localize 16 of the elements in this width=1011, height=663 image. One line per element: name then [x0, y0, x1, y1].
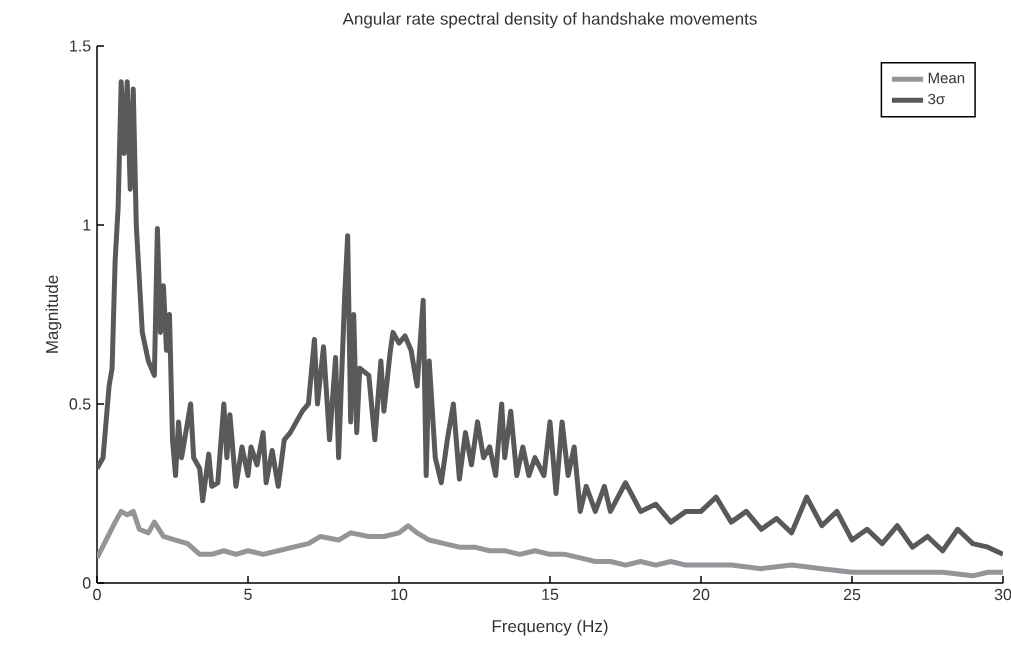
x-tick-label: 30	[994, 588, 1011, 601]
y-tick-label: 0.5	[69, 398, 91, 410]
x-tick-label: 0	[93, 588, 101, 601]
y-tick-label: 1	[83, 219, 91, 231]
y-tick-label: 0	[82, 577, 91, 589]
chart-title: Angular rate spectral density of handshake movements	[342, 12, 757, 29]
legend-label: 3σ	[928, 93, 945, 105]
x-tick-label: 15	[542, 588, 559, 601]
x-tick-label: 25	[843, 588, 861, 601]
x-tick-label: 5	[244, 588, 252, 601]
y-axis-title: Magnitude	[45, 275, 62, 353]
x-tick-label: 20	[692, 588, 710, 601]
x-tick-label: 10	[391, 588, 408, 601]
legend-label: Mean	[928, 72, 965, 84]
x-axis-title: Frequency (Hz)	[492, 619, 608, 636]
y-tick-label: 1.5	[70, 40, 91, 52]
